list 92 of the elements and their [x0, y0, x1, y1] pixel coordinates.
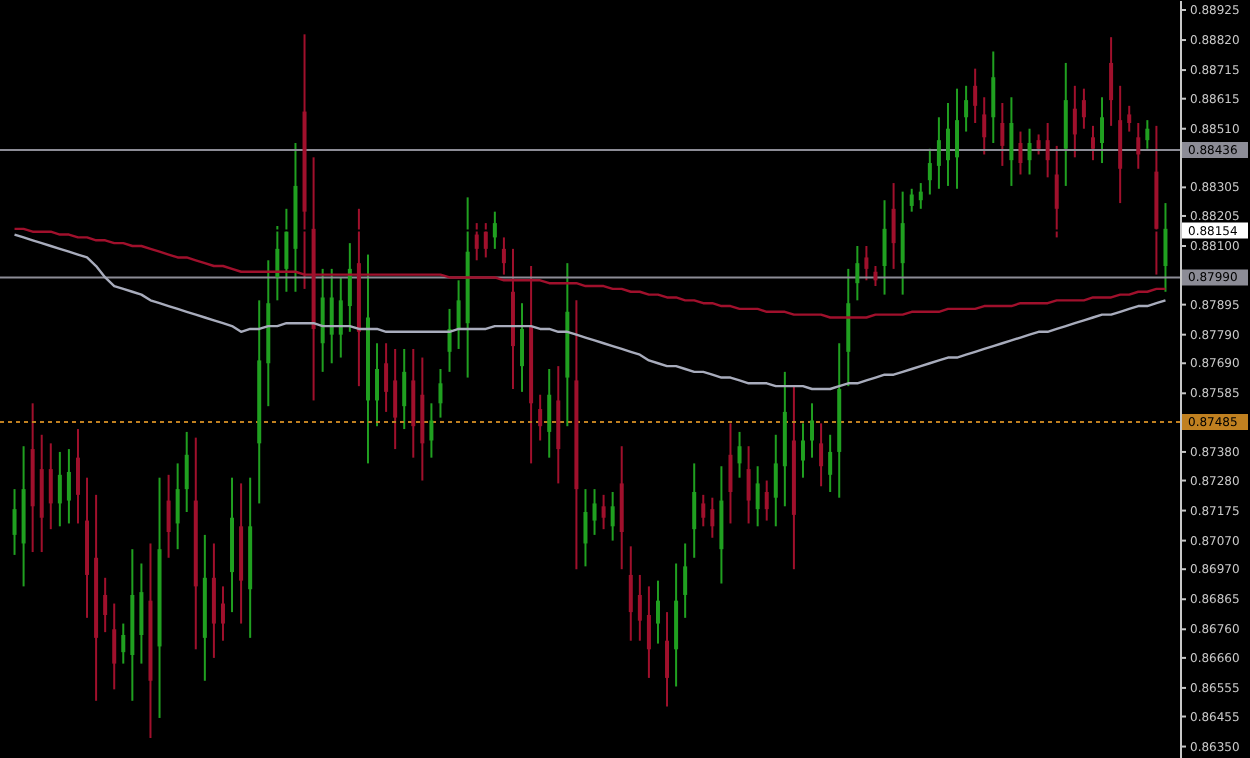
candlestick — [646, 585, 651, 679]
candlestick — [320, 267, 325, 373]
candlestick — [773, 433, 778, 528]
candlestick — [1027, 127, 1032, 176]
candlestick — [628, 545, 633, 642]
candlestick — [936, 116, 941, 190]
candlestick — [1009, 96, 1014, 187]
candlestick — [447, 307, 452, 373]
candlestick — [610, 490, 615, 542]
candlestick — [665, 611, 670, 708]
candlestick — [456, 279, 461, 350]
candlestick — [692, 462, 697, 559]
candlestick — [384, 342, 389, 413]
candlestick — [474, 222, 479, 262]
candlestick — [1054, 144, 1059, 239]
candlestick — [66, 448, 71, 525]
candlestick — [1045, 122, 1050, 179]
candlestick — [1136, 122, 1141, 170]
candlestick — [918, 182, 923, 210]
candlestick — [828, 433, 833, 493]
candlestick — [184, 430, 189, 514]
candlestick — [75, 428, 80, 525]
candlestick — [393, 347, 398, 451]
candlestick — [1145, 119, 1150, 150]
candlestick — [1081, 87, 1086, 130]
candlestick — [103, 576, 108, 634]
candlestick — [800, 422, 805, 479]
candlestick — [538, 393, 543, 442]
candlestick — [220, 585, 225, 642]
candlestick — [121, 622, 126, 665]
candlestick — [1072, 84, 1077, 159]
candlestick — [755, 465, 760, 528]
candlestick — [166, 473, 171, 559]
candlestick — [683, 542, 688, 619]
candlestick — [882, 199, 887, 296]
candlestick — [819, 422, 824, 488]
candlestick — [1090, 124, 1095, 162]
candlestick — [429, 402, 434, 459]
candlestick — [347, 242, 352, 333]
candlestick — [982, 96, 987, 156]
candlestick — [900, 190, 905, 296]
candlestick — [1100, 96, 1105, 165]
candlestick — [891, 182, 896, 270]
candlestick — [112, 602, 117, 691]
candlestick — [492, 210, 497, 250]
candlestick — [909, 187, 914, 213]
candlestick — [764, 479, 769, 522]
candlestick — [375, 342, 380, 428]
line-series — [13, 233, 1167, 391]
candlestick — [728, 422, 733, 525]
candlestick — [991, 50, 996, 145]
candlestick — [973, 67, 978, 124]
candlestick — [329, 267, 334, 365]
candlestick — [175, 462, 180, 551]
candlestick — [637, 573, 642, 642]
candlestick — [284, 207, 289, 293]
candlestick — [338, 276, 343, 359]
candlestick — [855, 244, 860, 302]
candlestick — [438, 367, 443, 419]
candlestick — [411, 347, 416, 459]
candlestick — [211, 542, 216, 659]
candlestick — [483, 222, 488, 259]
candlestick — [402, 347, 407, 431]
candlestick — [810, 402, 815, 459]
candlestick — [1018, 130, 1023, 176]
candlestick — [964, 84, 969, 133]
candlestick — [746, 445, 751, 525]
candlestick — [655, 579, 660, 645]
candlestick — [945, 101, 950, 187]
candlestick — [1163, 202, 1168, 293]
candlestick — [547, 367, 552, 459]
candlestick — [864, 244, 869, 282]
candlestick — [1109, 36, 1114, 127]
candlestick — [12, 488, 17, 556]
candlestick — [1036, 133, 1041, 156]
candlestick — [139, 562, 144, 665]
candlestick — [737, 430, 742, 479]
candlestick — [583, 488, 588, 568]
candlestick — [873, 265, 878, 288]
candlestick — [48, 442, 53, 531]
candlestick — [927, 147, 932, 196]
candlestick — [1127, 104, 1132, 133]
candlestick — [701, 493, 706, 528]
candlestick — [955, 87, 960, 190]
candlestick — [601, 493, 606, 531]
candlestick — [275, 224, 280, 302]
candlestick — [592, 488, 597, 536]
candlestick — [520, 302, 525, 393]
candlestick — [1000, 101, 1005, 167]
candlestick — [501, 236, 506, 276]
candlestick — [710, 496, 715, 539]
candlestick — [57, 450, 62, 528]
